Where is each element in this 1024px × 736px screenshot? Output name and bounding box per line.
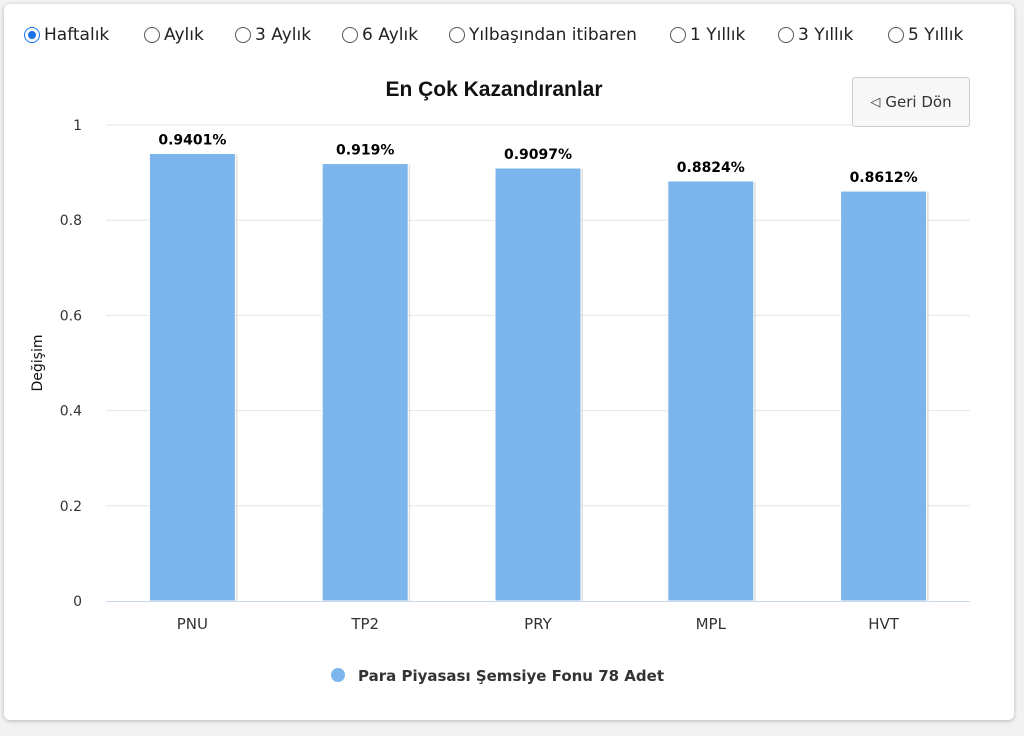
- period-radio-haftalik[interactable]: Haftalık: [24, 20, 109, 50]
- y-axis-title: Değişim: [30, 335, 46, 392]
- back-triangle-icon: ◁: [870, 94, 881, 110]
- back-button[interactable]: ◁ Geri Dön: [852, 77, 970, 127]
- data-label: 0.919%: [336, 143, 394, 159]
- data-label: 0.9097%: [504, 147, 572, 163]
- radio-circle-icon[interactable]: [342, 27, 358, 43]
- period-label: 6 Aylık: [362, 25, 419, 45]
- x-category-label: MPL: [696, 615, 727, 633]
- legend-marker-icon[interactable]: [331, 668, 345, 682]
- back-button-label: Geri Dön: [885, 93, 952, 111]
- period-label: 3 Yıllık: [798, 25, 854, 45]
- y-tick-label: 1: [73, 118, 82, 134]
- bar-mpl[interactable]: [667, 180, 755, 602]
- radio-circle-icon[interactable]: [778, 27, 794, 43]
- bar-pry[interactable]: [494, 167, 582, 602]
- bars: [148, 153, 929, 602]
- y-tick-label: 0.2: [60, 499, 82, 515]
- radio-circle-icon[interactable]: [24, 27, 40, 43]
- period-label: Yılbaşından itibaren: [469, 25, 637, 45]
- period-label: 3 Aylık: [255, 25, 312, 45]
- y-tick-label: 0.6: [60, 308, 82, 324]
- period-radio-6-aylik[interactable]: 6 Aylık: [342, 20, 418, 50]
- y-axis-ticks: 0 0.2 0.4 0.6 0.8 1: [60, 118, 82, 610]
- period-label: Aylık: [164, 25, 204, 45]
- y-tick-label: 0.8: [60, 213, 82, 229]
- data-label: 0.9401%: [158, 133, 226, 149]
- period-selector: Haftalık Aylık 3 Aylık 6 Aylık Yılbaşınd…: [20, 20, 980, 50]
- x-axis-labels: PNU TP2 PRY MPL HVT: [177, 615, 900, 633]
- bar-hvt[interactable]: [840, 190, 928, 602]
- data-label: 0.8824%: [677, 160, 745, 176]
- period-radio-3-aylik[interactable]: 3 Aylık: [235, 20, 311, 50]
- bar-pnu[interactable]: [148, 153, 236, 602]
- chart-title: En Çok Kazandıranlar: [385, 78, 602, 101]
- data-labels: 0.9401% 0.919% 0.9097% 0.8824% 0.8612%: [158, 133, 917, 187]
- x-category-label: TP2: [350, 615, 379, 633]
- x-category-label: PNU: [177, 615, 208, 633]
- x-category-label: PRY: [524, 615, 553, 633]
- y-tick-label: 0.4: [60, 404, 82, 420]
- radio-circle-icon[interactable]: [888, 27, 904, 43]
- legend-label[interactable]: Para Piyasası Şemsiye Fonu 78 Adet: [358, 667, 664, 685]
- radio-circle-icon[interactable]: [235, 27, 251, 43]
- period-radio-3-yillik[interactable]: 3 Yıllık: [778, 20, 853, 50]
- y-tick-label: 0: [73, 594, 82, 610]
- period-radio-aylik[interactable]: Aylık: [144, 20, 204, 50]
- radio-circle-icon[interactable]: [670, 27, 686, 43]
- period-label: Haftalık: [44, 25, 110, 45]
- period-radio-5-yillik[interactable]: 5 Yıllık: [888, 20, 963, 50]
- period-radio-1-yillik[interactable]: 1 Yıllık: [670, 20, 745, 50]
- x-category-label: HVT: [868, 615, 900, 633]
- bar-tp2[interactable]: [321, 163, 409, 602]
- data-label: 0.8612%: [850, 170, 918, 186]
- radio-circle-icon[interactable]: [449, 27, 465, 43]
- legend[interactable]: Para Piyasası Şemsiye Fonu 78 Adet: [331, 667, 664, 685]
- period-label: 5 Yıllık: [908, 25, 964, 45]
- radio-circle-icon[interactable]: [144, 27, 160, 43]
- period-radio-ytd[interactable]: Yılbaşından itibaren: [449, 20, 637, 50]
- period-label: 1 Yıllık: [690, 25, 746, 45]
